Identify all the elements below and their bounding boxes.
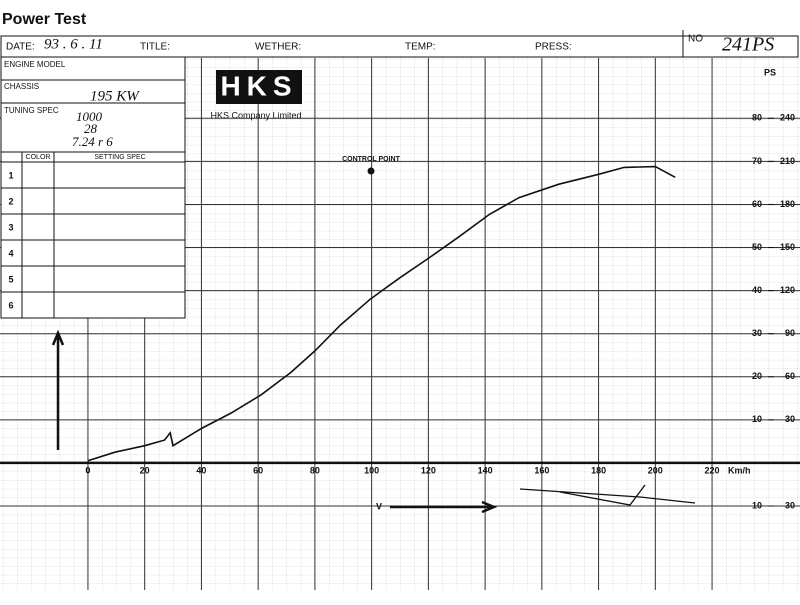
- x-tick-label: 0: [85, 465, 90, 475]
- x-tick-label: 100: [364, 465, 379, 475]
- chassis-note: 195 KW: [90, 88, 140, 104]
- y-tick-label: 20: [752, 371, 762, 381]
- x-tick-label: 220: [705, 465, 720, 475]
- pen-mark: [519, 484, 696, 506]
- company: HKS Company Limited: [210, 110, 301, 120]
- horizontal-arrow: [390, 500, 498, 514]
- page-title: Power Test: [2, 11, 87, 28]
- y-tick-label: 30: [752, 328, 762, 338]
- vertical-arrow: [51, 329, 65, 450]
- wether-label: WETHER:: [255, 42, 301, 53]
- control-point-dot: [367, 167, 375, 175]
- y2-tick-label: 180: [780, 199, 795, 209]
- y2-tick-label: 210: [780, 156, 795, 166]
- chassis-label: CHASSIS: [4, 82, 39, 91]
- control-point: CONTROL POINT: [342, 156, 401, 163]
- no-label: NO: [688, 34, 703, 45]
- y-tick-label: 80: [752, 113, 762, 123]
- y-tick-label: 40: [752, 285, 762, 295]
- y-tick-label: 70: [752, 156, 762, 166]
- y2-tick-label: 60: [785, 371, 795, 381]
- y2-tick-label: 120: [780, 285, 795, 295]
- y-tick-label: 50: [752, 242, 762, 252]
- x-tick-label: 60: [253, 465, 263, 475]
- logo-box: [216, 70, 302, 104]
- tuning-note: 28: [84, 121, 98, 136]
- row-number: 1: [8, 170, 13, 180]
- row-number: 5: [8, 274, 13, 284]
- x-tick-label: 140: [478, 465, 493, 475]
- date-label: DATE:: [6, 42, 35, 53]
- row-number: 6: [8, 300, 13, 310]
- x-unit: Km/h: [728, 465, 751, 475]
- y-unit: PS: [764, 68, 776, 78]
- spec-rows: 1 2 3 4 5 6: [1, 170, 185, 319]
- press-label: PRESS:: [535, 42, 572, 53]
- y-tick-label: 10: [752, 414, 762, 424]
- y2-tick-label: 30: [785, 414, 795, 424]
- x-tick-label: 20: [140, 465, 150, 475]
- x-tick-label: 40: [196, 465, 206, 475]
- no-value: 241PS: [722, 34, 774, 56]
- y2-tick-label: 30: [785, 500, 795, 510]
- logo: HKS: [220, 70, 297, 101]
- engine-model-label: ENGINE MODEL: [4, 60, 66, 69]
- x-tick-label: 160: [534, 465, 549, 475]
- date: 93 . 6 . 11: [44, 36, 103, 52]
- y2-tick-label: 150: [780, 242, 795, 252]
- x-tick-label: 80: [310, 465, 320, 475]
- y-tick-label: 10: [752, 500, 762, 510]
- tuning-note: 7.24 r 6: [72, 134, 113, 149]
- power-curve: [87, 165, 676, 462]
- tuning-label: TUNING SPEC: [4, 106, 59, 115]
- x-tick-label: 120: [421, 465, 436, 475]
- x-tick-label: 180: [591, 465, 606, 475]
- row-number: 3: [8, 222, 13, 232]
- setting-header: SETTING SPEC: [94, 154, 145, 161]
- row-number: 4: [8, 248, 13, 258]
- x-tick-label: 200: [648, 465, 663, 475]
- tuning-note: 1000: [76, 109, 103, 124]
- title-label: TITLE:: [140, 42, 170, 53]
- temp-label: TEMP:: [405, 42, 436, 53]
- y-tick-label: 60: [752, 199, 762, 209]
- arrow-label: V: [376, 501, 382, 511]
- row-number: 2: [8, 196, 13, 206]
- y2-tick-label: 90: [785, 328, 795, 338]
- color-header: COLOR: [26, 154, 51, 161]
- y2-tick-label: 240: [780, 113, 795, 123]
- header-row: [0, 35, 799, 58]
